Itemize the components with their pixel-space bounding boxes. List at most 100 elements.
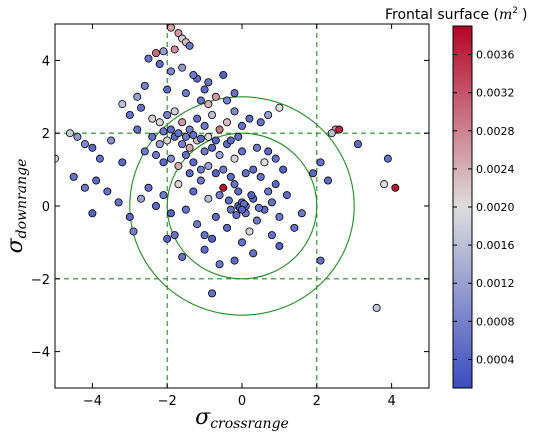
x-tick-label: −4 (83, 394, 102, 409)
data-point (237, 121, 246, 130)
data-point (118, 158, 127, 167)
data-point (151, 49, 160, 58)
y-axis-label: σdownrange (3, 159, 30, 254)
data-point (234, 132, 243, 141)
data-point (200, 85, 209, 94)
data-point (151, 151, 160, 160)
data-point (88, 143, 97, 152)
data-point (230, 256, 239, 265)
x-tick-label: −2 (158, 394, 177, 409)
data-point (159, 191, 168, 200)
data-point (204, 100, 213, 109)
data-point (163, 111, 172, 120)
data-point (254, 203, 263, 212)
x-tick-label: 0 (238, 394, 246, 409)
data-point (159, 47, 168, 56)
data-point (391, 183, 400, 192)
data-point (114, 198, 123, 207)
data-point (264, 147, 273, 156)
data-point (193, 220, 202, 229)
data-point (237, 238, 246, 247)
data-points (55, 24, 400, 312)
data-point (178, 140, 187, 149)
data-point (249, 165, 258, 174)
data-point (178, 252, 187, 261)
data-point (309, 169, 318, 178)
data-point (140, 147, 149, 156)
data-point (200, 147, 209, 156)
data-point (219, 70, 228, 79)
data-point (129, 227, 138, 236)
data-point (144, 54, 153, 63)
data-point (211, 169, 220, 178)
data-point (208, 143, 217, 152)
x-axis-label: σcrossrange (195, 405, 289, 432)
data-point (95, 154, 104, 163)
data-point (237, 205, 246, 214)
data-point (185, 143, 194, 152)
data-point (264, 187, 273, 196)
data-point (196, 96, 205, 105)
data-point (151, 201, 160, 210)
data-point (166, 125, 175, 134)
data-point (226, 205, 235, 214)
data-point (237, 147, 246, 156)
data-point (118, 100, 127, 109)
data-point (327, 129, 336, 138)
data-point (155, 140, 164, 149)
data-point (204, 161, 213, 170)
data-point (223, 118, 232, 127)
data-point (170, 45, 179, 54)
data-point (245, 114, 254, 123)
data-point (174, 180, 183, 189)
colorbar-tick-label: 0.0012 (476, 277, 515, 290)
colorbar-tick-label: 0.0028 (476, 125, 515, 138)
data-point (252, 216, 261, 225)
x-tick-label: 2 (313, 394, 321, 409)
data-point (144, 183, 153, 192)
data-point (189, 187, 198, 196)
data-point (215, 125, 224, 134)
data-point (208, 289, 217, 298)
data-point (256, 172, 265, 181)
data-point (290, 223, 299, 232)
data-point (230, 107, 239, 116)
data-point (166, 154, 175, 163)
data-point (316, 158, 325, 167)
data-point (279, 165, 288, 174)
colorbar-title: Frontal surface (m2) (385, 6, 527, 23)
data-point (133, 125, 142, 134)
colorbar-tick-label: 0.0024 (476, 163, 515, 176)
data-point (181, 89, 190, 98)
data-point (137, 103, 146, 112)
axis-ticks: −4 −2 0 2 4 −4 −2 0 2 4 (31, 24, 429, 409)
data-point (181, 205, 190, 214)
data-point (125, 111, 134, 120)
data-point (224, 196, 233, 205)
data-point (125, 212, 134, 221)
data-point (275, 242, 284, 251)
data-point (245, 227, 254, 236)
data-point (185, 125, 194, 134)
data-point (316, 256, 325, 265)
data-point (155, 60, 164, 69)
data-point (335, 125, 344, 134)
data-point (189, 131, 198, 140)
data-point (226, 172, 235, 181)
data-point (65, 129, 74, 138)
data-point (324, 176, 333, 185)
data-point (193, 114, 202, 123)
x-tick-label: 4 (387, 394, 395, 409)
data-point (166, 209, 175, 218)
data-point (241, 169, 250, 178)
reference-circle (129, 96, 355, 316)
data-point (247, 191, 256, 200)
data-point (204, 132, 213, 141)
data-point (174, 161, 183, 170)
data-point (185, 41, 194, 50)
data-point (166, 67, 175, 76)
data-point (211, 212, 220, 221)
data-point (226, 136, 235, 145)
data-point (140, 81, 149, 90)
data-point (170, 107, 179, 116)
